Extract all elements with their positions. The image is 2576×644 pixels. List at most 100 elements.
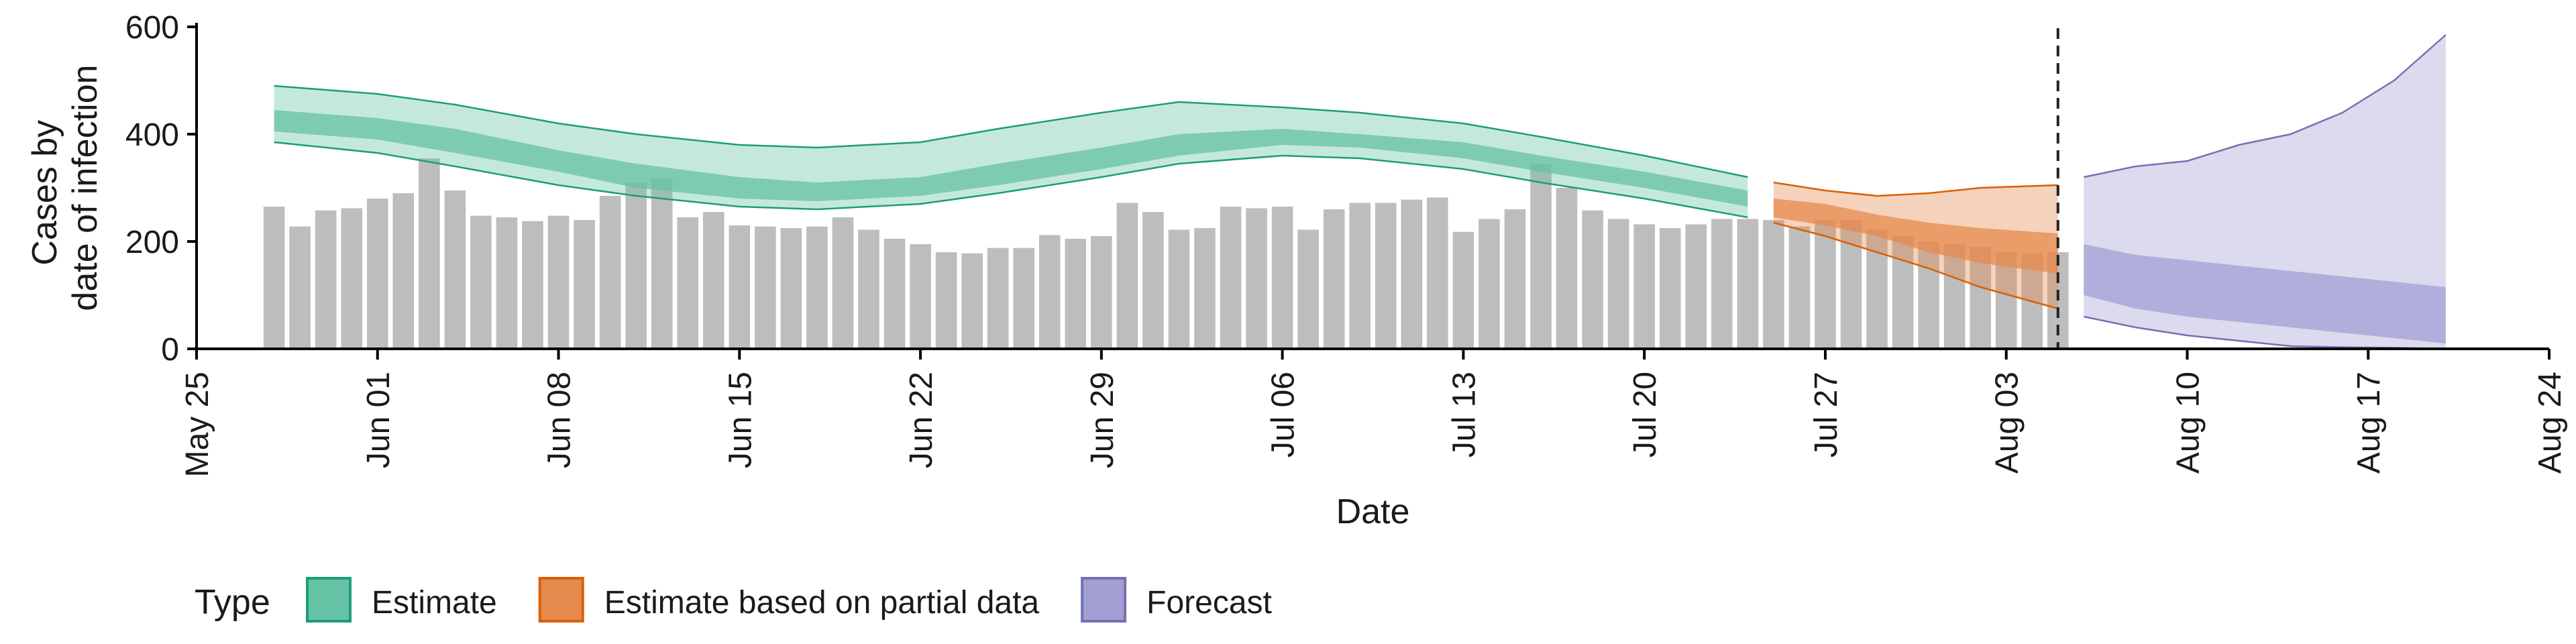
bar-53 [1633, 224, 1655, 349]
bar-60 [1815, 220, 1836, 349]
bar-24 [883, 239, 906, 349]
y-axis-label-line-2: date of infection [66, 64, 105, 311]
bar-11 [547, 215, 570, 349]
bar-14 [625, 182, 647, 349]
axes: 0 200 400 600 May 25 Jun 01 Jun 08 Jun 15 Jun 2… [125, 10, 2568, 477]
bar-7 [444, 191, 466, 349]
bar-1 [289, 226, 311, 349]
legend-swatch-0 [306, 577, 352, 623]
legend-label-2: Forecast [1146, 585, 1272, 621]
bar-40 [1297, 229, 1319, 349]
bar-35 [1168, 229, 1190, 349]
legend-label-1: Estimate based on partial data [604, 585, 1040, 621]
series-0-lower-line [274, 141, 1748, 219]
bar-46 [1452, 231, 1474, 349]
y-axis-label: Cases by date of infection [25, 64, 105, 311]
series-1-lower-line [1773, 221, 2059, 310]
bar-31 [1065, 239, 1087, 349]
x-tick-label-0: May 25 [180, 372, 215, 477]
x-tick-label-6: Jul 06 [1266, 372, 1301, 458]
x-axis-label: Date [1336, 492, 1410, 531]
x-tick-label-2: Jun 08 [542, 372, 578, 468]
bar-23 [858, 229, 879, 349]
bar-20 [780, 228, 802, 349]
y-ticks: 0 200 400 600 [125, 10, 197, 368]
x-tick-label-5: Jun 29 [1085, 372, 1120, 468]
x-tick-label-1: Jun 01 [361, 372, 396, 468]
bands-layer [274, 34, 2447, 350]
legend: Type Estimate Estimate based on partial d… [195, 577, 1272, 623]
series-0-inner-band [274, 110, 1748, 207]
bar-55 [1685, 224, 1707, 349]
bar-13 [599, 196, 621, 349]
bar-50 [1556, 188, 1578, 349]
series-0-upper-line [274, 85, 1748, 178]
y-axis-label-line-1: Cases by [25, 120, 64, 266]
bar-51 [1582, 210, 1603, 349]
bar-5 [392, 193, 415, 349]
bar-49 [1530, 164, 1552, 349]
series-1-inner-band [1773, 199, 2058, 274]
x-tick-label-8: Jul 20 [1627, 372, 1663, 458]
bar-59 [1788, 226, 1811, 349]
bar-41 [1323, 209, 1345, 349]
bar-56 [1711, 219, 1733, 349]
bar-2 [315, 210, 337, 349]
legend-items: Estimate Estimate based on partial data Fo… [306, 577, 1272, 623]
bar-43 [1375, 203, 1397, 349]
bar-38 [1246, 208, 1267, 349]
x-tick-label-12: Aug 17 [2351, 372, 2387, 474]
bar-65 [1943, 244, 1966, 349]
bar-25 [910, 244, 931, 349]
bar-26 [935, 252, 957, 349]
bar-48 [1504, 209, 1526, 349]
series-2-upper-line [2084, 34, 2447, 178]
bar-63 [1892, 236, 1914, 349]
bar-29 [1013, 248, 1035, 349]
bar-36 [1194, 228, 1216, 349]
y-tick-label-2: 400 [125, 117, 179, 153]
bar-37 [1220, 207, 1242, 349]
bar-28 [987, 248, 1009, 349]
bar-47 [1479, 219, 1500, 349]
x-ticks: May 25 Jun 01 Jun 08 Jun 15 Jun 22 Jun 29 Jul … [180, 349, 2568, 477]
bar-19 [755, 226, 776, 349]
legend-label-0: Estimate [372, 585, 497, 621]
legend-swatch-1 [538, 577, 584, 623]
bar-4 [366, 199, 388, 349]
legend-title: Type [195, 583, 270, 622]
bar-6 [419, 158, 440, 349]
bar-64 [1918, 241, 1939, 349]
bar-3 [341, 208, 363, 349]
bar-52 [1607, 219, 1629, 349]
bar-45 [1427, 197, 1448, 349]
bar-42 [1349, 203, 1371, 349]
bar-58 [1763, 220, 1784, 349]
bar-32 [1091, 236, 1112, 349]
x-tick-label-3: Jun 15 [722, 372, 758, 468]
x-tick-label-9: Jul 27 [1809, 372, 1844, 458]
bar-8 [470, 215, 492, 349]
bar-27 [961, 253, 983, 349]
bar-17 [702, 212, 724, 349]
bar-33 [1116, 203, 1138, 349]
bar-54 [1659, 228, 1681, 349]
bar-12 [574, 220, 595, 349]
y-tick-label-3: 600 [125, 10, 179, 46]
bar-9 [496, 217, 518, 349]
y-tick-label-1: 200 [125, 225, 179, 260]
bar-15 [651, 178, 673, 349]
bar-39 [1271, 207, 1293, 349]
bar-10 [522, 221, 543, 349]
bars-layer [263, 158, 2069, 349]
x-tick-label-4: Jun 22 [904, 372, 939, 468]
bar-44 [1401, 199, 1423, 349]
bar-67 [1995, 252, 2017, 349]
x-tick-label-13: Aug 24 [2532, 372, 2568, 474]
y-tick-label-0: 0 [161, 332, 179, 368]
bar-34 [1142, 212, 1164, 349]
x-tick-label-7: Jul 13 [1446, 372, 1482, 458]
bar-0 [263, 207, 285, 349]
x-tick-label-10: Aug 03 [1990, 372, 2025, 474]
